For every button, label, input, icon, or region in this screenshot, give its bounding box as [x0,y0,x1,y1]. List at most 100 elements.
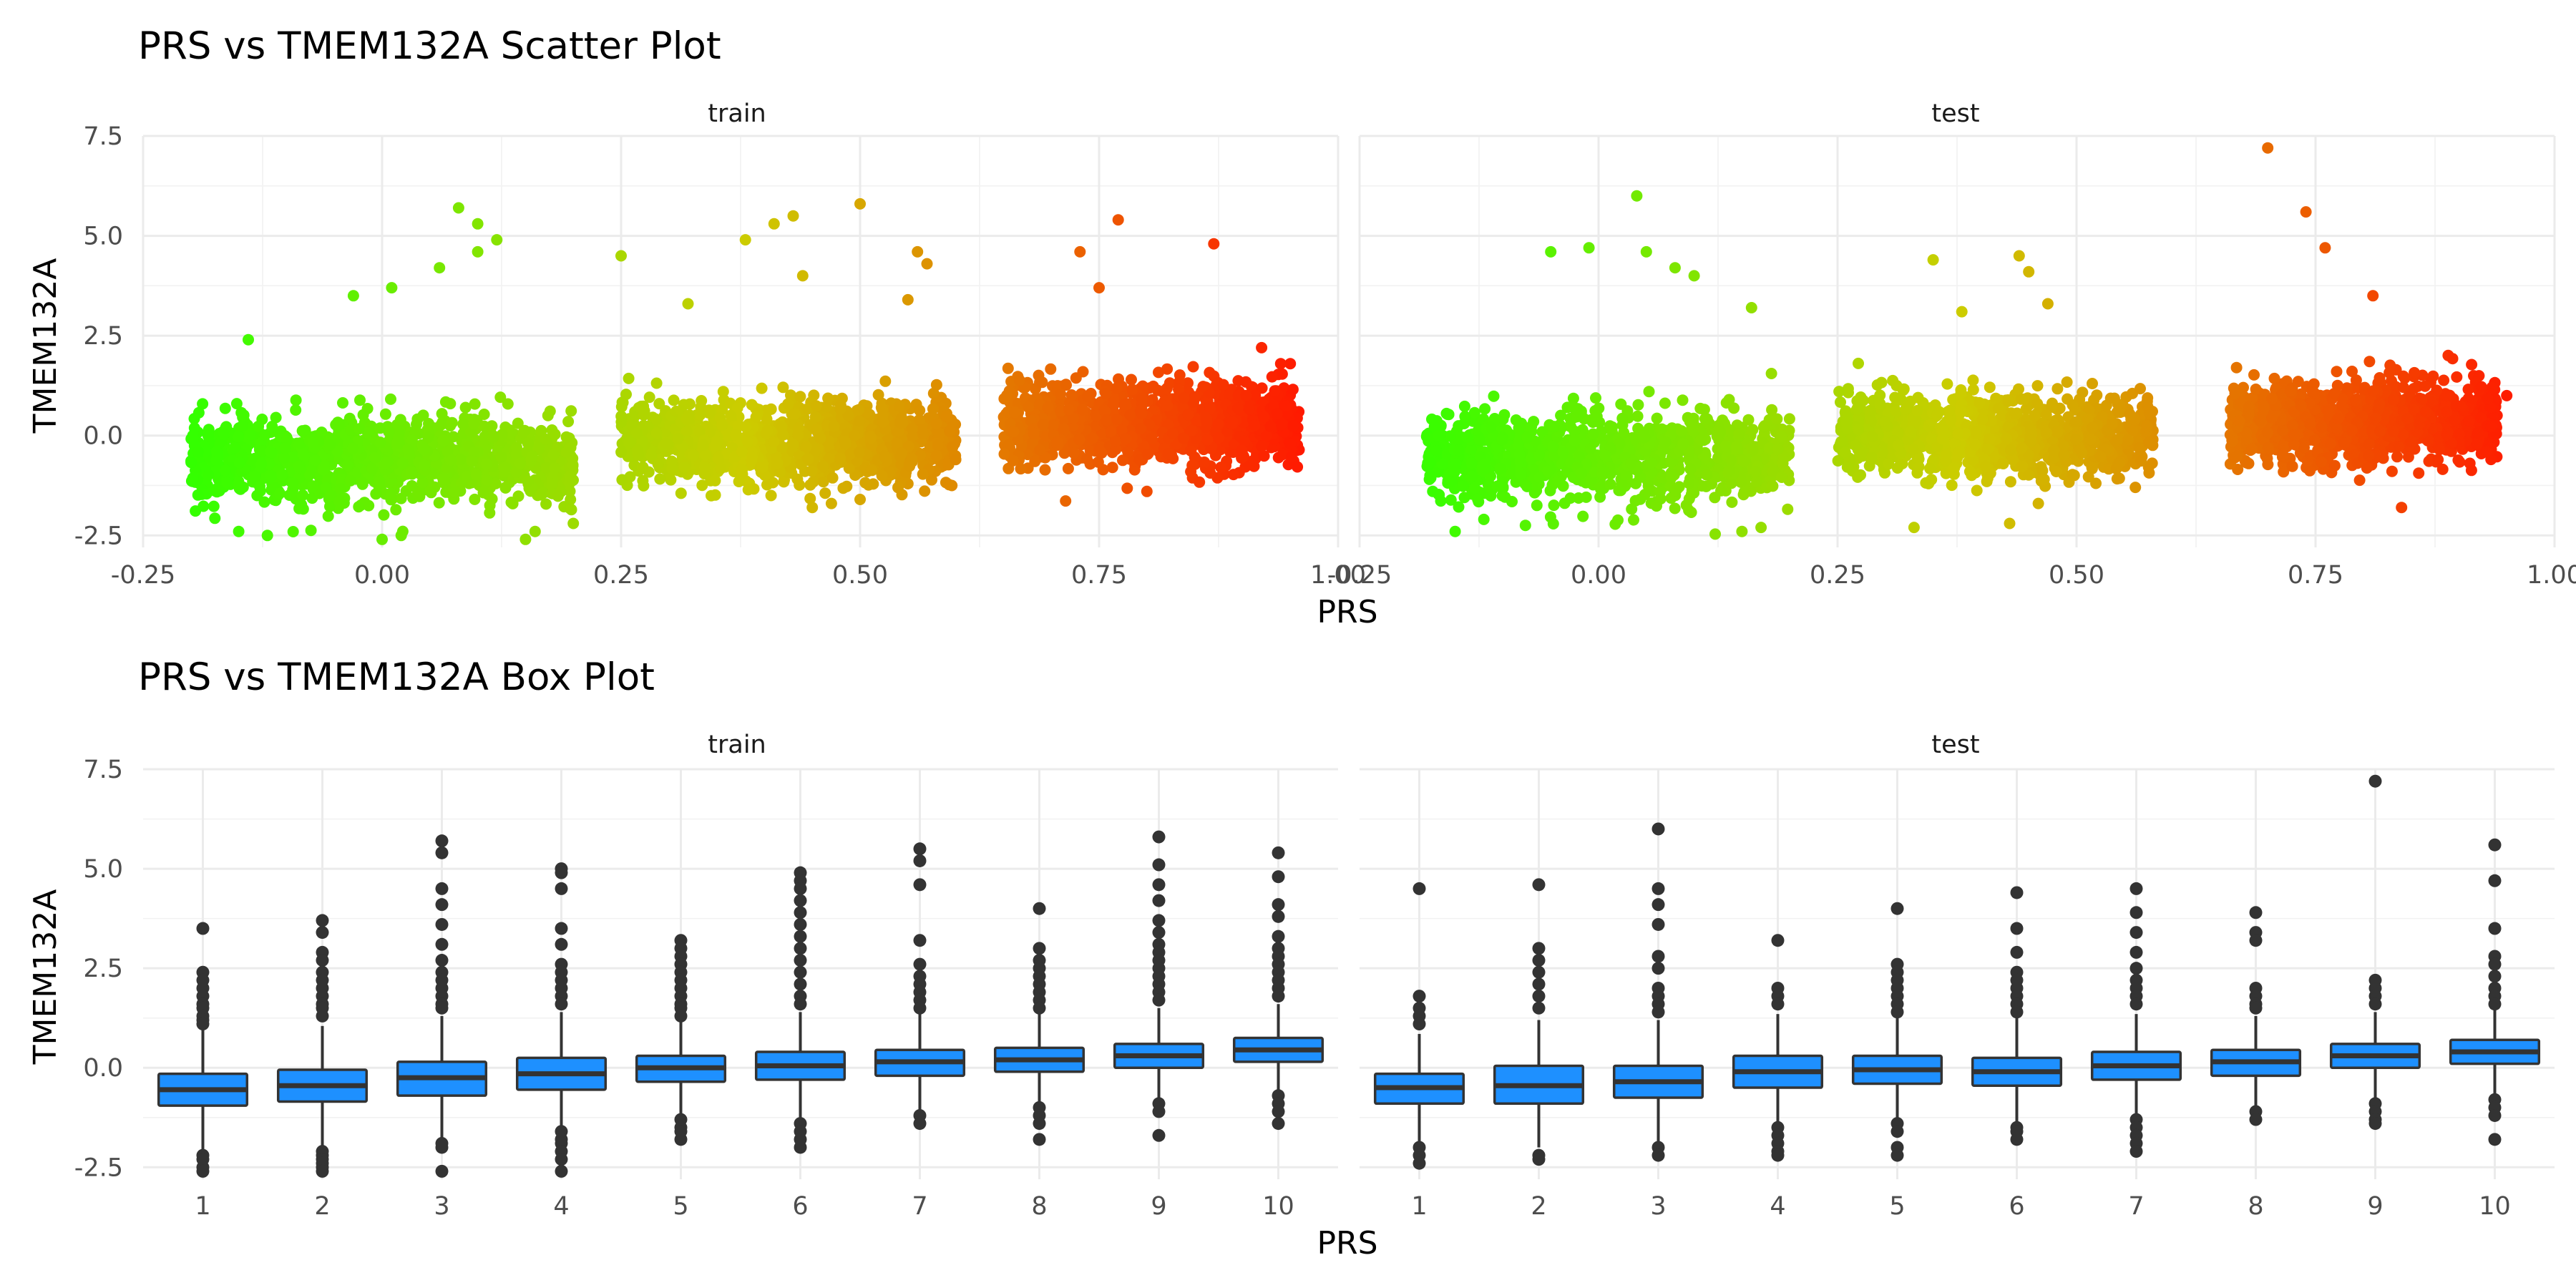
scatter-point [526,450,538,462]
scatter-point [1163,448,1174,460]
scatter-point [715,462,727,474]
scatter-point [210,465,223,477]
scatter-point [274,487,286,499]
scatter-point [494,391,507,404]
scatter-point [1187,361,1199,373]
scatter-point [1591,411,1603,422]
scatter-point [1009,406,1021,418]
scatter-point [837,482,849,494]
scatter-point [1651,500,1662,512]
scatter-point [650,427,663,439]
scatter-point [1274,358,1287,370]
scatter-point [1677,394,1689,406]
scatter-point [406,466,418,478]
scatter-point [406,434,418,447]
scatter-point [1659,436,1672,448]
scatter-point [502,398,514,410]
scatter-point [417,409,429,421]
scatter-point [511,441,522,454]
scatter-point [1055,388,1067,400]
scatter-point [221,477,233,489]
scatter-point [1093,282,1105,294]
scatter-point [1186,459,1199,472]
scatter-point [466,455,478,467]
scatter-point [366,462,379,474]
scatter-point [1506,496,1518,507]
scatter-point [519,424,531,436]
scatter-point [927,403,939,415]
scatter-point [1461,431,1473,443]
scatter-point [470,469,482,481]
scatter-point [1135,422,1147,434]
scatter-point [1709,528,1721,540]
scatter-point [499,482,512,494]
scatter-point [1618,426,1630,439]
scatter-point [412,487,424,499]
scatter-point [615,446,628,458]
scatter-point [694,409,706,421]
scatter-point [305,525,317,537]
scatter-point [623,372,635,384]
scatter-point [1577,510,1589,522]
scatter-point [1491,480,1503,492]
scatter-point [279,442,291,454]
scatter-point [1284,438,1297,450]
scatter-point [1765,368,1777,379]
scatter-point [930,417,942,429]
scatter-point [834,452,847,464]
scatter-point [921,258,933,270]
scatter-point [819,487,831,499]
scatter-point [917,468,929,480]
scatter-point [787,210,799,222]
scatter-point [2004,476,2016,488]
scatter-point [439,396,452,408]
scatter-point [540,433,552,445]
scatter-facet-label-train: train [708,99,766,128]
scatter-point [276,469,288,481]
scatter-point [1287,384,1299,396]
scatter-point [1733,428,1745,440]
scatter-point [1077,404,1088,416]
scatter-point [1479,463,1491,475]
scatter-point [347,442,359,454]
scatter-point [894,400,905,412]
scatter-point [425,487,437,499]
scatter-point [750,411,762,423]
scatter-point [725,409,737,421]
scatter-point [1776,472,1787,483]
scatter-point [665,474,677,486]
x-tick-label: -0.25 [1327,561,1392,590]
scatter-point [438,434,450,447]
scatter-point [441,445,454,457]
scatter-point [1120,433,1132,445]
scatter-point [1542,465,1554,477]
scatter-point [1738,486,1750,498]
scatter-point [1552,475,1564,487]
scatter-point [1488,390,1500,402]
scatter-point [700,449,712,461]
scatter-point [787,439,799,450]
scatter-point [729,429,741,441]
scatter-point [1124,409,1136,421]
scatter-point [265,447,278,459]
scatter-point [1598,466,1610,478]
scatter-point [1630,477,1641,489]
scatter-point [208,500,220,512]
scatter-point [1528,416,1540,428]
scatter-point [944,425,956,437]
scatter-point [1521,431,1533,444]
scatter-point [324,439,336,451]
scatter-point [1557,447,1569,458]
scatter-point [344,474,356,487]
scatter-point [218,428,230,440]
scatter-point [370,488,382,500]
scatter-point [1258,411,1270,423]
scatter-point [354,394,366,406]
scatter-point [219,402,231,414]
scatter-point [244,429,256,441]
scatter-point [704,406,716,419]
scatter-point [238,409,250,421]
scatter-point [1065,389,1078,401]
x-tick-label: 0.50 [2049,561,2104,590]
scatter-point [565,504,577,516]
